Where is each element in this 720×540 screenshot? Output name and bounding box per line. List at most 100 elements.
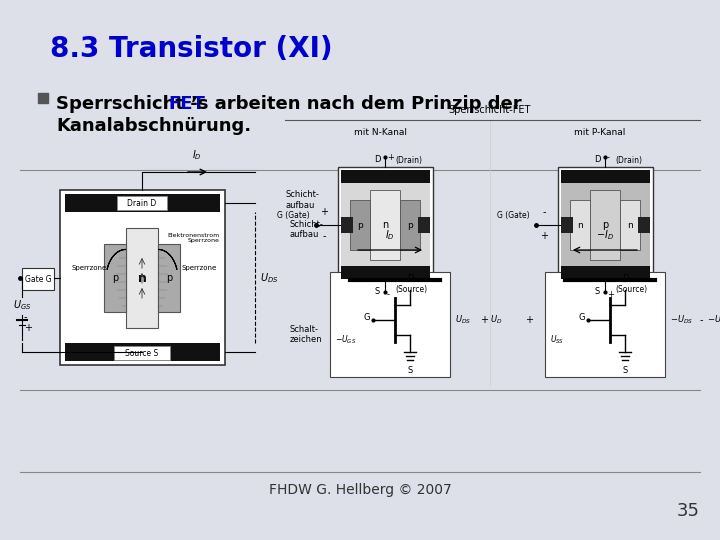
Text: -: - [24,312,27,322]
Text: Kanalabschnürung.: Kanalabschnürung. [56,117,251,135]
Text: (Source): (Source) [615,285,647,294]
Text: n: n [577,220,583,230]
Text: S: S [622,366,628,375]
Bar [104,244,126,312]
Text: $I_D$: $I_D$ [192,148,202,162]
Text: $U_{SS}$: $U_{SS}$ [550,334,564,346]
Text: p: p [407,220,413,230]
Bar [341,217,353,233]
Text: -: - [607,153,610,162]
Bar [370,190,400,260]
Text: Sperrschicht -: Sperrschicht - [56,95,204,113]
Text: $U_{DS}$: $U_{DS}$ [455,314,471,326]
Text: Gate G: Gate G [24,274,51,284]
Bar [330,272,450,377]
Text: $-U_{DS}$: $-U_{DS}$ [670,314,693,326]
Text: S: S [374,287,379,296]
Text: FHDW G. Hellberg © 2007: FHDW G. Hellberg © 2007 [269,483,451,497]
Text: -: - [700,315,703,325]
Text: $D_0$: $D_0$ [404,254,414,264]
Text: +: + [480,315,488,325]
Bar [350,200,370,250]
Text: Drain D: Drain D [127,199,157,207]
Bar [590,190,620,260]
Text: p: p [357,220,363,230]
Text: (Source): (Source) [395,285,427,294]
Bar [341,266,430,279]
Text: n: n [627,220,633,230]
Text: $-I_D$: $-I_D$ [596,228,614,242]
Text: Schalt-
zeichen: Schalt- zeichen [290,325,323,345]
Text: G (Gate): G (Gate) [498,211,530,220]
Bar [620,200,640,250]
Bar [117,196,167,210]
Text: (Drain): (Drain) [615,156,642,165]
Text: p: p [166,273,172,283]
Text: $U_{DS}$: $U_{DS}$ [260,271,279,285]
Bar [638,217,650,233]
Bar [561,170,650,183]
Bar [126,228,158,328]
Text: D: D [622,274,629,283]
Text: p: p [112,273,118,283]
Text: +: + [607,290,614,299]
Text: -: - [542,207,546,217]
Text: Elektronenstrom
Sperrzone: Elektronenstrom Sperrzone [168,233,220,244]
Text: $-U_D$: $-U_D$ [707,314,720,326]
Bar [561,183,650,266]
Bar [561,266,650,279]
Bar [418,217,430,233]
Text: G: G [578,313,585,321]
Bar [400,200,420,250]
Text: G: G [364,313,370,321]
Bar [65,194,220,212]
Text: Schicht-
aufbau: Schicht- aufbau [285,190,319,210]
Text: $U_D$: $U_D$ [490,314,503,326]
Text: 35: 35 [677,502,700,520]
Text: S: S [408,366,413,375]
Text: D: D [594,155,600,164]
Text: $U_{GS}$: $U_{GS}$ [13,298,31,312]
Text: 8.3 Transistor (XI): 8.3 Transistor (XI) [50,35,333,63]
Bar [22,268,54,290]
Text: +: + [540,231,548,241]
Bar [341,183,430,266]
Text: -: - [387,290,390,299]
Text: G (Gate): G (Gate) [277,211,310,220]
Text: $-U_{GS}$: $-U_{GS}$ [335,334,356,346]
Bar [561,217,573,233]
Text: (Drain): (Drain) [395,156,422,165]
Text: Sperrzone: Sperrzone [72,265,107,271]
Text: D: D [407,274,413,283]
Bar [570,200,590,250]
Bar [341,170,430,183]
Text: n: n [382,220,388,230]
Bar [65,343,220,361]
Text: Schicht-
aufbau: Schicht- aufbau [285,285,319,305]
Text: Sperrschicht-FET: Sperrschicht-FET [449,105,531,115]
Text: p: p [602,220,608,230]
Text: +: + [525,315,533,325]
Text: Source S: Source S [125,348,158,357]
Bar [60,190,225,365]
Text: mit N-Kanal: mit N-Kanal [354,128,407,137]
Text: -: - [323,231,325,241]
Text: $I_D$: $I_D$ [385,228,395,242]
Text: Schicht-
aufbau: Schicht- aufbau [290,220,324,239]
Bar [38,93,48,103]
Bar [158,244,180,312]
Bar [338,167,433,282]
Text: FET: FET [168,95,205,113]
Bar [114,346,170,360]
Text: n: n [138,272,146,285]
Text: mit P-Kanal: mit P-Kanal [575,128,626,137]
Text: +: + [387,153,394,162]
Text: +: + [320,207,328,217]
Text: Sperrzone: Sperrzone [181,265,217,271]
Bar [545,272,665,377]
Text: ’s arbeiten nach dem Prinzip der: ’s arbeiten nach dem Prinzip der [191,95,521,113]
Bar [558,167,653,282]
Text: D: D [374,155,380,164]
Text: +: + [24,323,32,333]
Text: S: S [595,287,600,296]
